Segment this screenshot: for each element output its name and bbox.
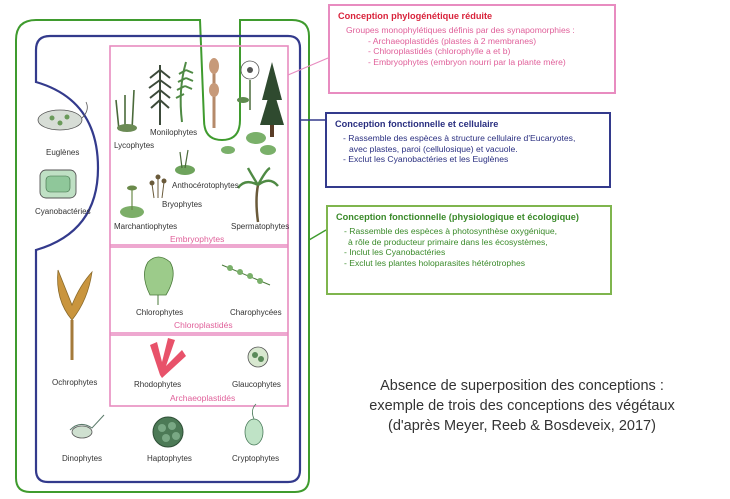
box-functional-title: Conception fonctionnelle (physiologique … [336, 212, 579, 222]
dinophytes-illustration [69, 414, 105, 439]
box-functional-line: - Rassemble des espèces à photosynthèse … [344, 226, 558, 236]
pink-connector [287, 57, 329, 76]
label-anthocerotophytes: Anthocérotophytes [172, 181, 239, 190]
box-phylogenetic-line: - Archaeoplastidés (plastes à 2 membrane… [368, 35, 537, 46]
label-euglenes: Euglènes [46, 148, 80, 157]
box-functional: Conception fonctionnelle (physiologique … [326, 205, 612, 295]
lycophytes-illustration [115, 89, 137, 132]
box-cellular-title: Conception fonctionnelle et cellulaire [335, 119, 499, 129]
ochrophytes-illustration [57, 269, 93, 360]
rhodophytes-illustration [150, 338, 186, 378]
cyanobacteria-illustration [39, 169, 77, 199]
box-phylogenetic-line: Groupes monophylétiques définis par des … [346, 25, 575, 35]
monilophytes-illustration [148, 61, 194, 125]
label-marchantiophytes: Marchantiophytes [114, 222, 178, 231]
label-spermatophytes: Spermatophytes [231, 222, 290, 231]
label-cyanobacteries: Cyanobactéries [35, 207, 91, 216]
navy-cellular-frame [34, 34, 302, 484]
euglena-illustration [37, 101, 88, 131]
label-bryophytes: Bryophytes [162, 200, 203, 209]
box-cellular-line: avec plastes, paroi (cellulosique) et va… [349, 143, 518, 154]
group-label-embryophytes: Embryophytes [170, 234, 225, 244]
box-phylogenetic: Conception phylogénétique réduite Groupe… [328, 4, 616, 94]
label-chlorophytes: Chlorophytes [136, 308, 184, 317]
label-cryptophytes: Cryptophytes [232, 454, 280, 463]
spermatophytes-illustration [237, 166, 279, 223]
box-phylogenetic-title: Conception phylogénétique réduite [338, 11, 493, 21]
box-cellular-line: - Rassemble des espèces à structure cell… [343, 133, 576, 143]
pink-archaeoplastida-frame [109, 45, 289, 407]
anthocerotophytes-illustration [175, 149, 195, 175]
green-functional-frame [15, 19, 310, 493]
label-lycophytes: Lycophytes [114, 141, 155, 150]
box-cellular-line: - Exclut les Cyanobactéries et les Euglè… [343, 154, 509, 164]
holoparasite-plant-illustration [209, 58, 219, 128]
box-functional-line: à rôle de producteur primaire dans les é… [348, 236, 548, 247]
caption-line-2: exemple de trois des conceptions des vég… [369, 398, 675, 414]
glaucophytes-illustration [247, 346, 269, 368]
label-glaucophytes: Glaucophytes [232, 380, 281, 389]
bryophytes-illustration [149, 174, 167, 199]
chlorophytes-illustration [144, 256, 174, 305]
group-label-chloroplastides: Chloroplastidés [174, 320, 233, 330]
box-phylogenetic-line: - Embryophytes (embryon nourri par la pl… [368, 56, 566, 67]
label-dinophytes: Dinophytes [62, 454, 103, 463]
box-phylogenetic-line: - Chloroplastidés (chlorophylle a et b) [368, 46, 511, 56]
box-functional-line: - Exclut les plantes holoparasites hétér… [344, 257, 526, 268]
label-rhodophytes: Rhodophytes [134, 380, 182, 389]
group-label-archaeoplastides: Archaeoplastidés [170, 393, 236, 403]
green-connector [308, 229, 327, 241]
label-monilophytes: Monilophytes [150, 128, 198, 137]
charophycees-illustration [221, 264, 271, 286]
cryptophytes-illustration [244, 403, 264, 446]
box-functional-line: - Inclut les Cyanobactéries [344, 247, 446, 257]
conifer-illustration [260, 62, 284, 137]
label-haptophytes: Haptophytes [147, 454, 192, 463]
label-charophycees: Charophycées [230, 308, 282, 317]
marchantiophytes-illustration [120, 185, 144, 218]
figure-caption: Absence de superposition des conceptions… [332, 376, 712, 436]
label-ochrophytes: Ochrophytes [52, 378, 98, 387]
haptophytes-illustration [152, 416, 184, 448]
caption-line-1: Absence de superposition des conceptions… [380, 378, 664, 394]
small-plants-illustration [221, 132, 276, 155]
caption-line-3: (d'après Meyer, Reeb & Bosdeveix, 2017) [388, 418, 656, 434]
box-cellular: Conception fonctionnelle et cellulaire -… [325, 112, 611, 188]
flower-illustration [237, 60, 260, 110]
